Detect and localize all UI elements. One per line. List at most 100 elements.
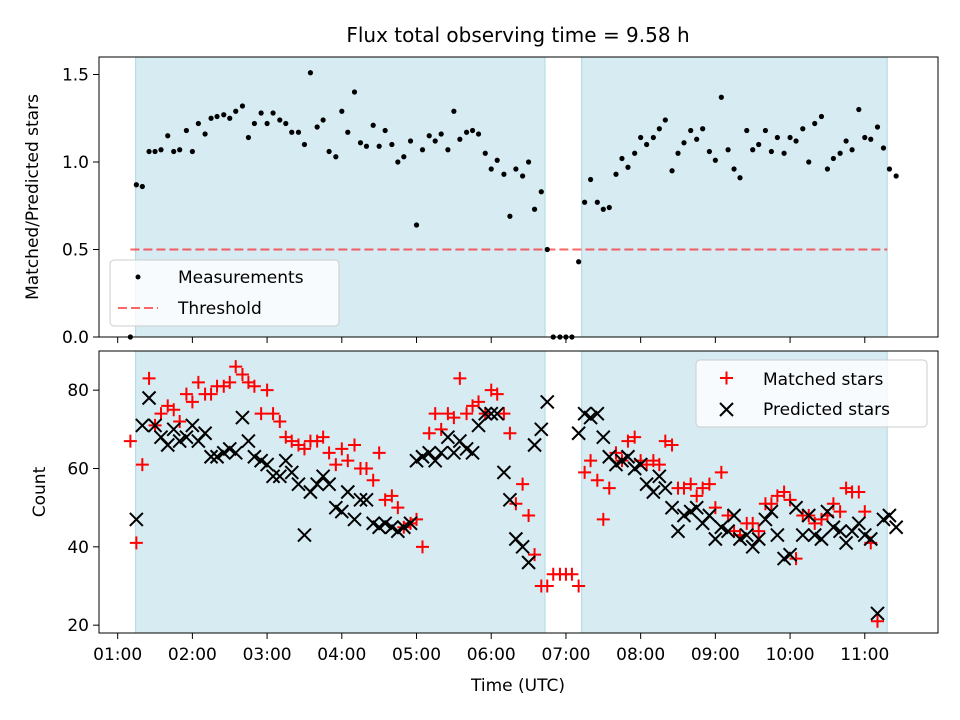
matched-star-point xyxy=(826,497,840,511)
predicted-star-point xyxy=(726,508,742,523)
top-legend: Measurements Threshold xyxy=(109,259,340,327)
measurement-point xyxy=(376,143,382,149)
measurement-point xyxy=(681,140,687,146)
matched-star-point xyxy=(777,485,791,499)
measurement-point xyxy=(426,133,432,139)
matched-star-point xyxy=(235,368,249,381)
predicted-star-point xyxy=(427,453,443,468)
measurement-point xyxy=(824,166,831,172)
measurement-point xyxy=(688,127,694,134)
measurements-legend-label: Measurements xyxy=(178,268,304,288)
matched-legend-marker xyxy=(720,371,733,385)
predicted-star-point xyxy=(403,516,418,531)
predicted-star-point xyxy=(433,445,449,461)
measurement-point xyxy=(395,159,401,165)
matched-star-point xyxy=(123,434,137,448)
matched-star-point xyxy=(789,552,803,566)
top-y-tick-label: 0.0 xyxy=(62,328,89,348)
predicted-star-point xyxy=(377,516,393,531)
matched-star-point xyxy=(366,473,380,487)
predicted-star-point xyxy=(646,484,661,500)
measurement-point xyxy=(457,136,463,142)
matched-star-point xyxy=(135,458,149,472)
measurement-point xyxy=(768,148,774,155)
matched-star-point xyxy=(460,407,474,421)
matched-star-point xyxy=(142,371,156,385)
predicted-star-point xyxy=(422,445,437,461)
matched-star-point xyxy=(254,407,268,421)
predicted-star-point xyxy=(141,390,157,406)
measurement-point xyxy=(531,206,538,212)
predicted-star-point xyxy=(652,469,667,484)
measurement-point xyxy=(662,117,668,123)
measurement-point xyxy=(582,199,588,205)
predicted-star-point xyxy=(521,555,536,570)
predicted-star-point xyxy=(732,531,748,547)
predicted-star-point xyxy=(291,476,306,492)
predicted-star-point xyxy=(315,469,331,484)
predicted-star-point xyxy=(179,429,194,445)
predicted-star-point xyxy=(502,492,518,508)
measurement-point xyxy=(389,141,395,148)
measurement-point xyxy=(774,134,780,141)
measurement-point xyxy=(295,129,302,135)
predicted-star-point xyxy=(714,520,729,535)
predicted-star-point xyxy=(129,512,144,527)
predicted-star-point xyxy=(670,523,686,539)
measurement-point xyxy=(750,147,756,153)
predicted-star-point xyxy=(259,457,275,472)
top-observing-span-1 xyxy=(581,56,888,338)
predicted-star-point xyxy=(689,500,704,515)
measurement-point xyxy=(413,222,420,228)
predicted-star-point xyxy=(782,547,798,562)
measurement-point xyxy=(619,155,625,162)
measurement-point xyxy=(183,127,190,134)
measurement-point xyxy=(544,246,550,253)
x-tick-label: 11:00 xyxy=(840,645,889,665)
bottom-y-tick-label: 60 xyxy=(67,460,89,480)
measurement-point xyxy=(357,140,364,146)
matched-star-point xyxy=(752,524,766,538)
measurement-point xyxy=(363,143,370,149)
measurement-point xyxy=(326,148,332,155)
predicted-star-point xyxy=(228,445,243,461)
measurement-point xyxy=(221,112,227,118)
predicted-star-point xyxy=(396,520,412,535)
matched-star-point xyxy=(652,458,666,472)
predicted-star-point xyxy=(197,426,213,441)
bottom-plot-frame xyxy=(98,350,939,634)
predicted-star-point xyxy=(814,531,829,547)
measurement-point xyxy=(475,131,482,137)
matched-star-point xyxy=(578,465,592,479)
measurement-point xyxy=(251,120,257,127)
measurement-point xyxy=(258,110,264,116)
predicted-star-point xyxy=(807,527,822,543)
predicted-star-point xyxy=(265,469,281,484)
measurement-point xyxy=(576,259,582,265)
measurement-point xyxy=(787,134,793,141)
predicted-star-point xyxy=(284,465,299,480)
predicted-star-point xyxy=(620,449,636,464)
predicted-star-point xyxy=(321,476,337,492)
matched-star-point xyxy=(285,434,299,448)
measurement-point xyxy=(264,120,270,127)
matched-star-point xyxy=(223,375,237,389)
matched-star-point xyxy=(497,407,511,421)
predicted-star-point xyxy=(870,606,885,621)
measurement-point xyxy=(744,127,750,134)
x-tick-label: 01:00 xyxy=(93,645,142,665)
measurement-point xyxy=(289,129,295,135)
measurement-point xyxy=(245,134,252,141)
predicted-star-point xyxy=(334,504,350,519)
matched-star-point xyxy=(746,516,760,530)
matched-star-point xyxy=(428,407,442,421)
predicted-star-point xyxy=(160,437,175,453)
matched-star-point xyxy=(191,375,205,389)
bottom-legend: Matched stars Predicted stars xyxy=(695,359,928,428)
measurement-point xyxy=(501,171,507,177)
measurement-point xyxy=(463,129,470,135)
x-tick-label: 05:00 xyxy=(392,645,441,665)
top-plot-frame xyxy=(98,56,939,338)
predicted-star-point xyxy=(347,512,362,527)
